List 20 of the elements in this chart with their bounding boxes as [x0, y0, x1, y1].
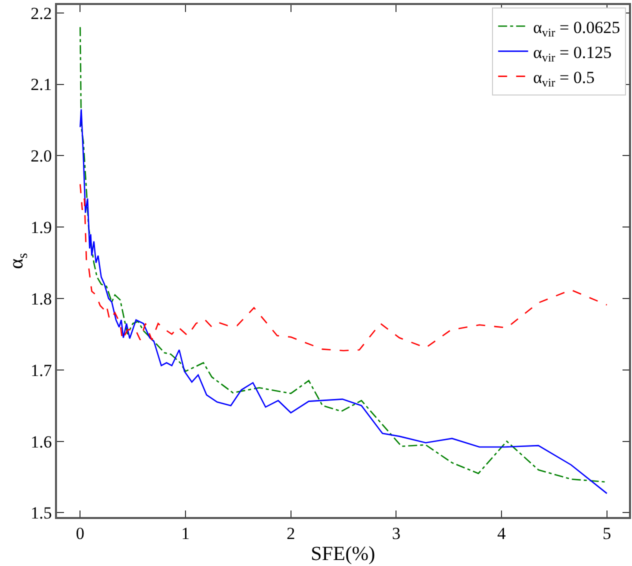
legend-label: α$_{vir}$ = 0.125: [533, 42, 612, 64]
legend-label: α$_{vir}$ = 0.0625: [533, 18, 620, 40]
x-axis-title: SFE(%): [310, 543, 376, 566]
y-tick-label: 1.6: [30, 432, 52, 452]
y-tick-label: 2.1: [30, 75, 52, 94]
x-tick-label: 5: [602, 524, 612, 544]
x-tick-label: 1: [181, 524, 190, 544]
y-tick-label: 2.2: [30, 4, 52, 23]
x-tick-label: 3: [392, 524, 400, 544]
y-tick-label: 1.7: [30, 360, 52, 380]
line-series: [80, 184, 608, 352]
y-tick-label: 1.5: [30, 504, 52, 523]
legend-label: α$_{vir}$ = 0.5: [533, 68, 595, 90]
x-tick-label: 4: [497, 524, 506, 544]
x-tick-label: 0: [76, 524, 84, 544]
y-tick-label: 1.8: [30, 289, 52, 308]
x-tick-label: 2: [286, 524, 296, 544]
line-series: [80, 108, 608, 494]
y-tick-label: 1.9: [30, 218, 52, 238]
y-tick-label: 2.0: [30, 146, 52, 166]
